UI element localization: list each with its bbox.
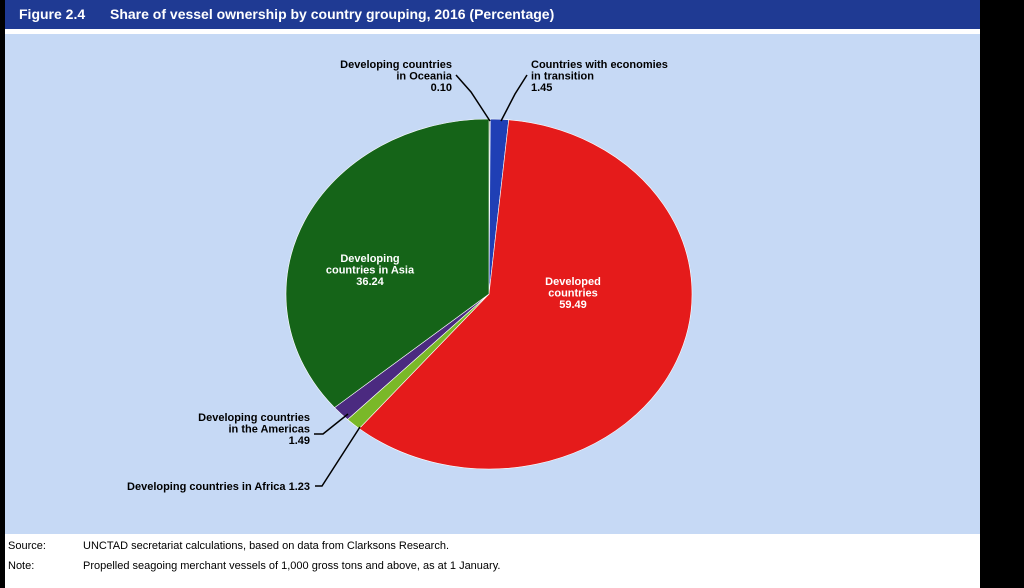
slice-value: 1.45 [531,82,552,94]
figure-title-bar: Figure 2.4 Share of vessel ownership by … [5,0,980,29]
slice-label-line: Countries with economies [531,59,668,71]
pie-chart: Developing countries in Oceania 0.10Countr… [127,59,693,493]
slice-label-line: in Oceania [396,71,453,83]
slice-value: 1.49 [289,435,310,447]
leader-line [315,426,361,487]
source-text: UNCTAD secretariat calculations, based o… [83,540,450,552]
note-text: Propelled seagoing merchant vessels of 1… [83,560,501,572]
slice-label: Developing countries in the Americas 1.49 [198,412,310,447]
pie-slice [285,118,490,408]
figure-frame: Figure 2.4 Share of vessel ownership by … [5,0,980,588]
slice-value: 36.24 [356,276,384,288]
slice-label: Developing countries in Africa 1.23 [127,481,310,493]
slice-label-line: countries [548,288,598,300]
slice-label: Developing countries in Oceania 0.10 [340,59,453,94]
pie-slice [358,119,693,470]
slice-label-line: countries in Asia [326,265,415,277]
figure-label: Figure 2.4 [19,6,86,22]
leader-line [455,74,491,122]
slice-label-line: Developing countries [340,59,452,71]
leader-line [500,74,528,122]
slice-label-line: Developing [340,253,399,265]
slice-label-line: in the Americas [228,424,310,436]
slice-label-line: Developed [545,276,601,288]
note-key: Note: [8,560,35,572]
slice-label-line: Developing countries in Africa 1.23 [127,481,310,493]
leader-line [314,413,349,435]
slice-label: Developed countries 59.49 [545,276,601,311]
slice-label-line: in transition [531,71,594,83]
figure-title: Share of vessel ownership by country gro… [110,6,555,22]
source-key: Source: [8,540,46,552]
chart-area: Developing countries in Oceania 0.10 Countr… [5,34,980,534]
slice-label: Developing countries in Asia 36.24 [326,253,415,288]
slice-label-line: Developing countries [198,412,310,424]
slice-label: Countries with economies in transition 1.4… [531,59,668,94]
slice-value: 0.10 [431,82,452,94]
slice-value: 59.49 [559,299,587,311]
